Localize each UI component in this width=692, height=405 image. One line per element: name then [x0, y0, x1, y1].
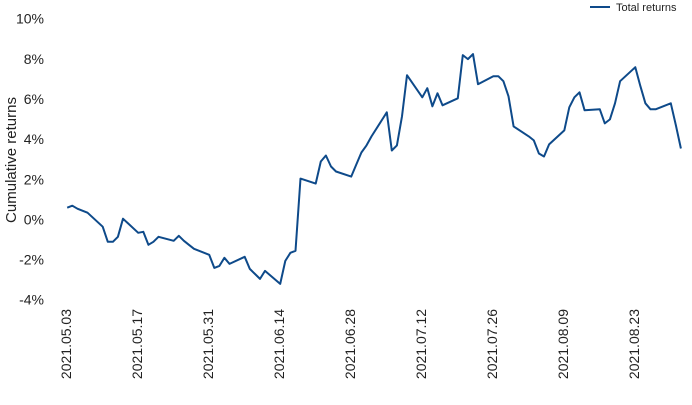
- x-tick-label: 2021.07.12: [413, 309, 429, 379]
- x-tick-label: 2021.08.23: [626, 309, 642, 379]
- y-tick-label: 6%: [24, 91, 44, 107]
- legend: Total returns: [590, 2, 677, 14]
- line: [66, 53, 682, 285]
- y-tick-label: 2%: [24, 171, 44, 187]
- y-tick-label: 8%: [24, 51, 44, 67]
- y-tick-label: 0%: [24, 211, 44, 227]
- x-tick-label: 2021.06.28: [342, 309, 358, 379]
- x-tick-label: 2021.07.26: [484, 309, 500, 379]
- y-axis-label: Cumulative returns: [3, 97, 20, 223]
- y-tick-label: -2%: [19, 252, 44, 268]
- y-tick-label: -4%: [19, 292, 44, 308]
- x-tick-label: 2021.05.17: [129, 309, 145, 379]
- y-tick-label: 10%: [16, 11, 44, 27]
- x-tick-label: 2021.05.03: [58, 309, 74, 379]
- legend-label: Total returns: [616, 2, 677, 14]
- x-tick-label: 2021.08.09: [555, 309, 571, 379]
- x-tick-label: 2021.05.31: [200, 309, 216, 379]
- x-tick-label: 2021.06.14: [271, 309, 287, 379]
- y-tick-label: 4%: [24, 131, 44, 147]
